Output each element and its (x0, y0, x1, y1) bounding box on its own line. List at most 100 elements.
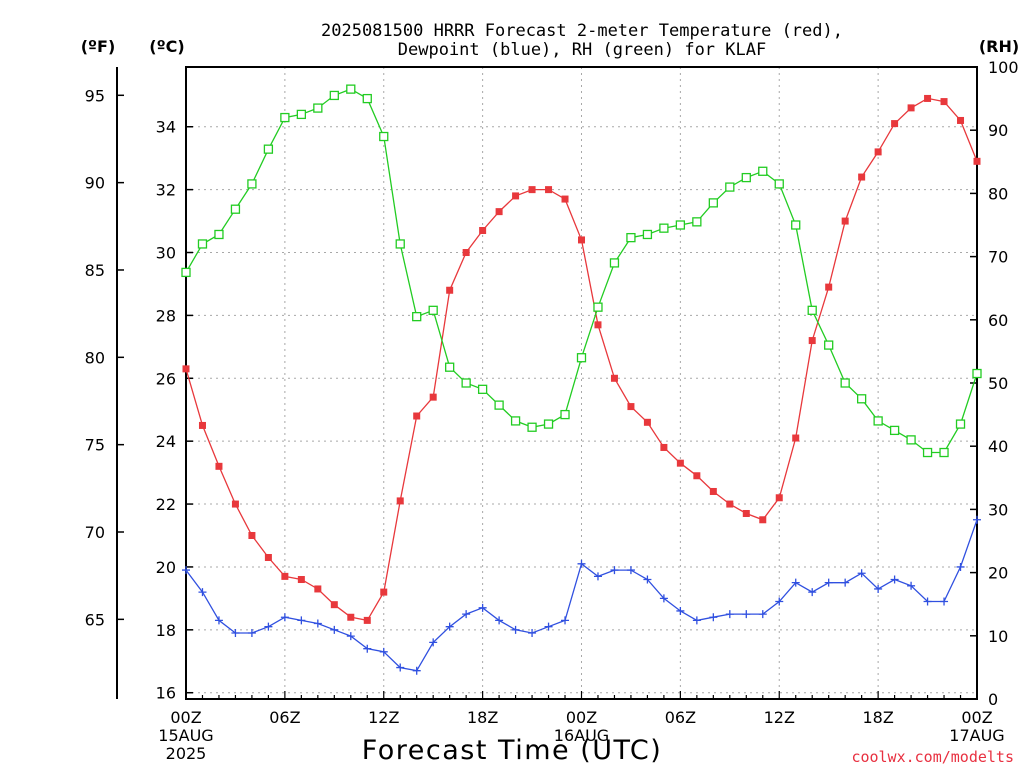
time-tick-label: 00Z (961, 708, 992, 727)
data-point (412, 666, 421, 675)
rh-unit-label: (RH) (979, 37, 1019, 56)
data-point (412, 311, 422, 322)
data-point (709, 613, 718, 622)
data-point (528, 186, 536, 194)
data-point (906, 435, 916, 445)
data-point (824, 340, 834, 350)
time-tick-label: 00Z (170, 708, 201, 727)
data-point (247, 179, 257, 189)
data-point (594, 321, 602, 329)
data-point (660, 443, 668, 451)
data-point (379, 131, 389, 142)
time-tick-label: 00Z (566, 708, 597, 727)
data-point (429, 393, 437, 401)
chart-title-line-2: Dewpoint (blue), RH (green) for KLAF (398, 40, 766, 60)
celsius-axis-ticks: 16 18 20 22 24 26 28 30 32 34 (156, 118, 193, 703)
time-tick-label: 18Z (862, 708, 893, 727)
data-point (957, 116, 965, 124)
celsius-tick-label: 18 (156, 621, 176, 640)
time-tick-label: 17AUG (949, 726, 1004, 745)
data-point (709, 487, 717, 495)
data-point (626, 566, 635, 575)
data-point (643, 418, 651, 426)
data-point (923, 597, 932, 606)
data-point (296, 109, 307, 120)
rh-tick-label: 90 (988, 121, 1008, 140)
data-point (510, 416, 521, 426)
data-point (940, 98, 948, 106)
data-point (214, 229, 224, 240)
data-point (313, 619, 322, 628)
data-point (347, 613, 355, 621)
data-point (693, 472, 701, 480)
data-point (775, 494, 783, 502)
data-point (956, 562, 965, 571)
celsius-unit-label: (ºC) (149, 37, 184, 56)
data-point (248, 531, 256, 539)
rh-tick-label: 20 (988, 564, 1008, 583)
data-point (973, 157, 981, 165)
celsius-tick-label: 26 (156, 369, 176, 388)
data-point (495, 208, 503, 216)
data-point (676, 606, 685, 615)
data-point (643, 575, 652, 584)
series-temperature (182, 94, 981, 624)
data-point (725, 610, 734, 619)
rh-tick-label: 60 (988, 311, 1008, 330)
data-point (446, 286, 454, 294)
data-point (495, 616, 504, 625)
time-tick-label: 2025 (166, 744, 207, 763)
credit-text: coolwx.com/modelts (851, 748, 1014, 766)
data-point (544, 622, 553, 631)
data-point (428, 305, 438, 315)
data-point (610, 374, 618, 382)
data-point (610, 566, 619, 575)
data-point (808, 337, 816, 345)
data-point (477, 384, 488, 394)
data-point (642, 229, 653, 240)
data-point (857, 569, 866, 578)
data-point (758, 610, 767, 619)
data-point (577, 559, 586, 568)
data-point (759, 516, 767, 524)
data-point (264, 554, 272, 562)
data-point (329, 90, 339, 101)
data-point (346, 84, 356, 94)
chart-title-line-1: 2025081500 HRRR Forecast 2-meter Tempera… (321, 21, 843, 41)
data-point (858, 173, 866, 181)
data-point (907, 104, 915, 112)
data-point (792, 434, 800, 442)
data-point (543, 419, 554, 429)
data-point (281, 572, 289, 580)
data-point (791, 220, 801, 230)
data-point (708, 198, 718, 208)
data-point (890, 575, 899, 584)
data-point (330, 625, 339, 634)
grid-lines (186, 67, 977, 699)
chart-title: 2025081500 HRRR Forecast 2-meter Tempera… (321, 21, 843, 60)
data-point (725, 182, 735, 192)
data-point (330, 601, 338, 609)
data-point (363, 616, 371, 624)
fahrenheit-tick-label: 75 (85, 436, 105, 455)
data-point (972, 368, 982, 379)
fahrenheit-tick-label: 70 (85, 523, 105, 542)
rh-axis-ticks: 0 10 20 30 40 50 60 70 80 90 100 (970, 58, 1019, 709)
time-tick-label: 06Z (269, 708, 300, 727)
data-point (445, 622, 454, 631)
fahrenheit-tick-label: 65 (85, 610, 105, 629)
celsius-tick-label: 28 (156, 306, 176, 325)
data-point (264, 622, 273, 631)
data-point (940, 597, 949, 606)
time-tick-label: 16AUG (554, 726, 609, 745)
data-point (230, 204, 241, 214)
data-point (263, 144, 274, 154)
celsius-tick-label: 30 (156, 244, 176, 263)
data-point (924, 94, 932, 102)
data-point (891, 120, 899, 128)
data-point (198, 588, 207, 597)
data-point (445, 362, 455, 372)
data-point (231, 628, 240, 637)
fahrenheit-tick-label: 95 (85, 86, 105, 105)
